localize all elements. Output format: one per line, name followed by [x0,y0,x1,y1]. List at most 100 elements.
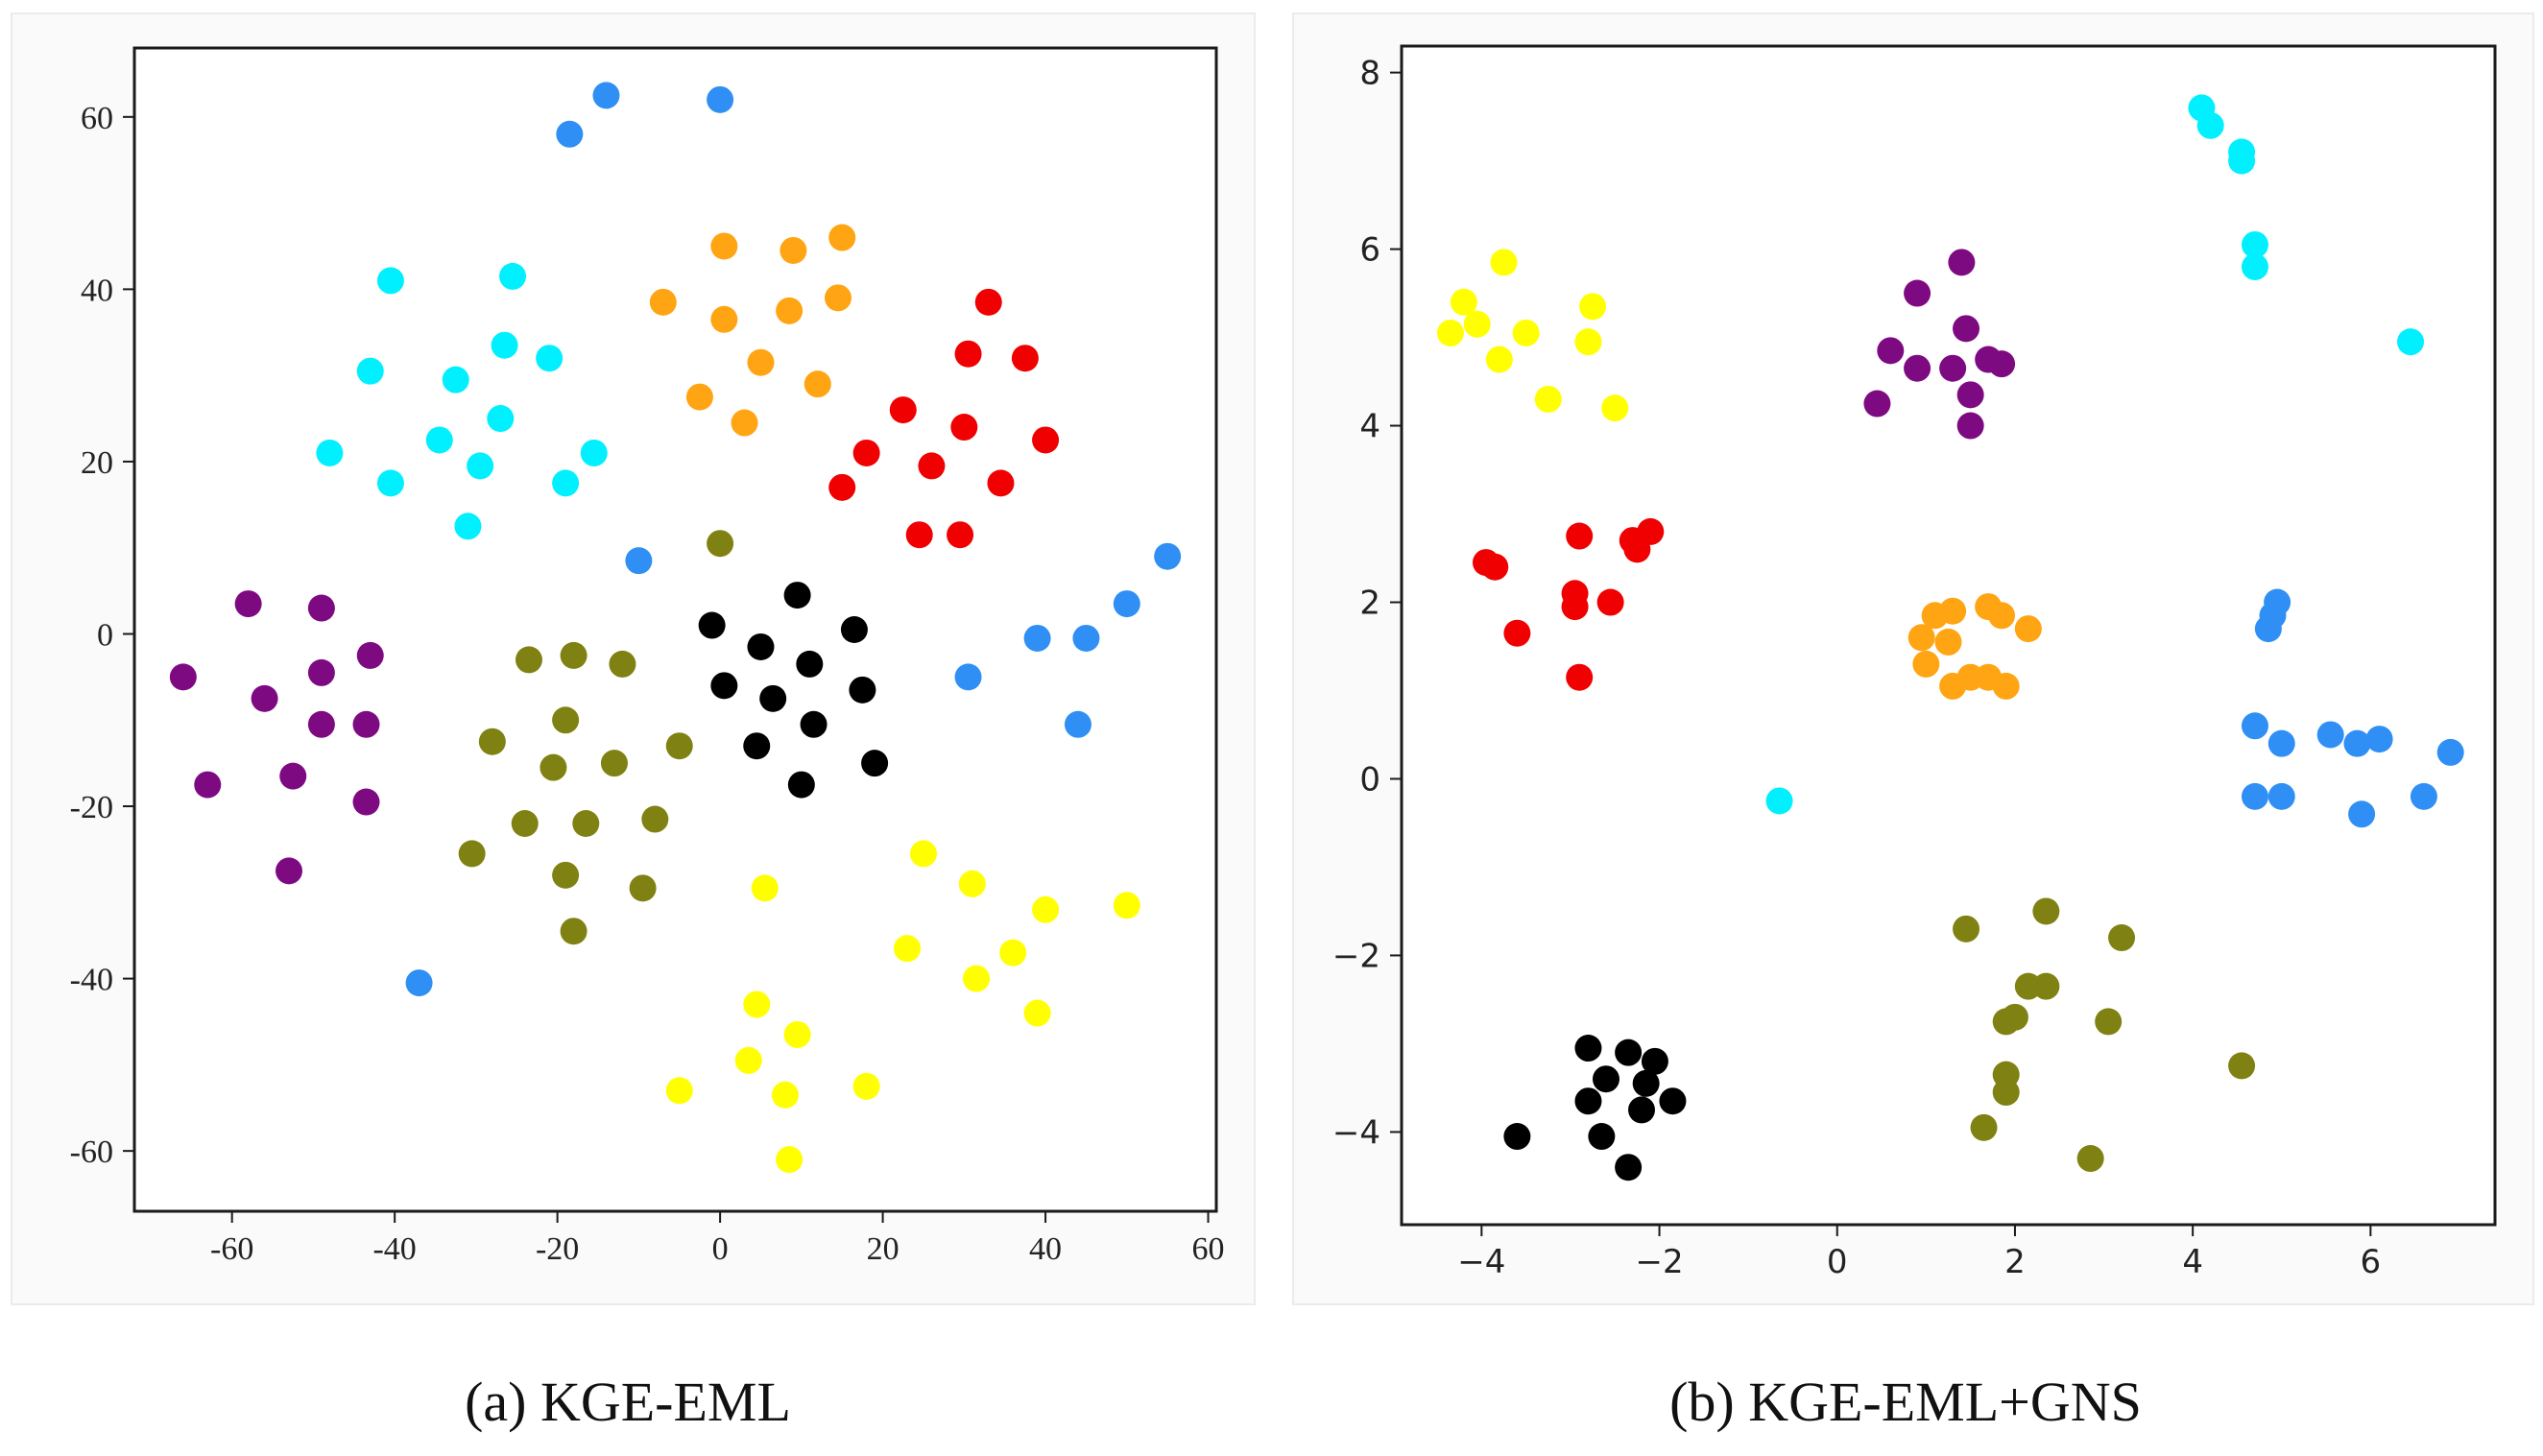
data-point-red [950,414,978,442]
data-point-yellow [1436,319,1464,346]
data-point-yellow [771,1081,799,1109]
data-point-yellow [1574,328,1602,356]
x-tick-label-a: -20 [536,1231,579,1267]
data-point-olive [1970,1113,1998,1141]
x-tick-label-b: 4 [2182,1243,2203,1281]
data-point-orange [649,288,677,316]
data-point-olive [1992,1079,2020,1107]
data-point-black [1632,1069,1660,1097]
data-point-cyan [552,469,580,497]
data-point-red [905,521,933,549]
data-point-purple [1863,390,1891,418]
x-tick-label-b: 2 [2004,1243,2026,1281]
data-point-cyan [356,357,384,385]
data-point-yellow [958,870,986,897]
data-point-orange [710,305,738,333]
data-point-yellow [963,965,991,992]
data-point-yellow [751,874,779,902]
data-point-olive [707,530,734,558]
data-point-cyan [2241,230,2268,258]
data-point-cyan [467,452,494,480]
data-point-red [1481,553,1509,581]
data-point-blue [2348,800,2376,828]
data-point-red [974,288,1002,316]
data-point-cyan [454,513,482,540]
data-point-red [1566,522,1594,550]
y-tick-label-a: 60 [81,101,113,136]
data-point-orange [824,284,852,312]
data-point-blue [2436,738,2464,766]
data-point-blue [2267,782,2295,810]
data-point-black [698,611,726,639]
axis-ticks-a: -60 -40 -20 0 20 40 60 60 40 20 0 -20 -40 -60 [70,101,1225,1267]
data-point-yellow [1512,319,1540,346]
data-point-purple [1939,354,1967,382]
data-point-olive [2228,1052,2256,1080]
data-point-black [861,750,889,777]
data-point-black [1628,1096,1656,1124]
y-tick-label-a: -40 [70,963,113,998]
data-point-yellow [1463,310,1491,338]
data-point-orange [1939,672,1967,700]
data-point-olive [552,706,580,734]
data-point-olive [2032,972,2060,1000]
data-point-yellow [776,1146,804,1174]
plot-frame-a [132,46,1218,1213]
data-point-olive [552,861,580,889]
data-point-olive [560,641,588,669]
data-point-red [1032,426,1060,454]
data-point-olive [572,810,600,837]
data-point-blue [2241,782,2268,810]
data-point-black [743,732,771,760]
data-point-purple [234,590,262,618]
data-point-purple [1953,315,1980,343]
data-point-black [1574,1035,1602,1062]
x-tick-label-b: −2 [1635,1243,1683,1281]
data-point-olive [2076,1145,2104,1173]
data-point-cyan [376,267,404,295]
data-point-blue [707,85,734,113]
y-tick-label-b: 4 [1359,408,1380,446]
data-point-red [1503,619,1531,647]
data-point-purple [1877,337,1905,365]
data-point-black [1574,1087,1602,1115]
data-point-cyan [2241,252,2268,280]
data-point-red [954,340,982,368]
data-point-purple [1904,279,1931,307]
data-point-black [1592,1065,1619,1093]
data-point-orange [828,224,856,251]
data-points-b [1436,94,2464,1182]
data-point-blue [1023,624,1051,652]
x-tick-label-b: 0 [1827,1243,1848,1281]
data-point-black [796,650,824,678]
data-point-black [1615,1154,1643,1182]
y-tick-label-a: -60 [70,1134,113,1170]
plot-frame-b [1400,44,2497,1227]
y-tick-label-a: 0 [97,617,113,653]
data-point-purple [1988,350,2016,378]
data-point-yellow [1579,293,1607,321]
data-point-orange [747,348,775,376]
axis-ticks-b: −4 −2 0 2 4 6 8 6 4 2 0 −2 −4 [1332,55,2381,1281]
data-point-blue [556,120,584,148]
data-point-orange [780,236,807,264]
x-tick-label-a: 40 [1029,1231,1062,1267]
x-tick-label-a: -60 [210,1231,253,1267]
data-point-red [1566,663,1594,691]
data-point-blue [592,82,620,109]
y-tick-label-b: 0 [1359,760,1380,799]
data-point-yellow [1601,394,1629,422]
data-point-blue [625,547,653,575]
data-point-purple [356,641,384,669]
data-point-cyan [2228,147,2256,175]
data-point-blue [1113,590,1140,618]
data-point-olive [600,750,628,777]
data-point-black [1641,1047,1668,1075]
data-point-yellow [894,935,921,963]
data-point-yellow [1485,346,1513,373]
data-point-yellow [1450,288,1477,316]
data-point-blue [954,663,982,691]
y-tick-label-b: −2 [1332,937,1380,975]
data-point-red [1561,593,1589,621]
data-point-olive [511,810,539,837]
